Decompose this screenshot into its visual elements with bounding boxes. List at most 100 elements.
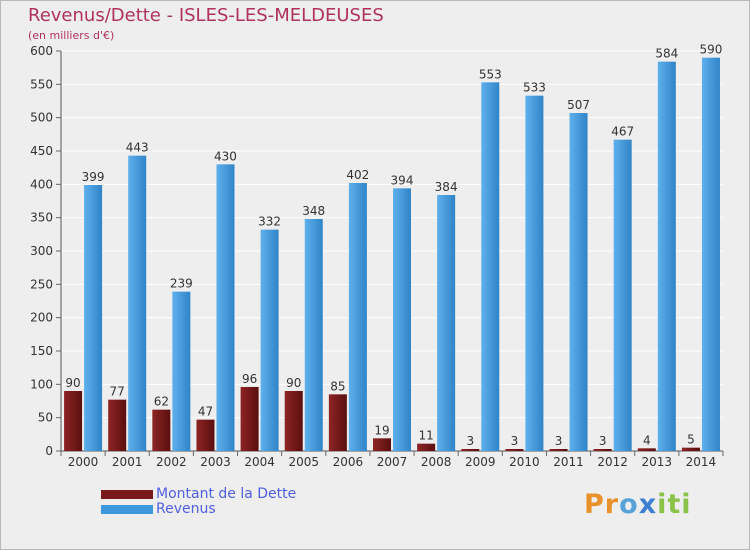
x-tick-label: 2008 — [421, 455, 452, 469]
x-tick-label: 2002 — [156, 455, 187, 469]
data-label-revenus: 467 — [611, 125, 634, 139]
data-label-revenus: 348 — [302, 204, 325, 218]
y-tick-label: 200 — [30, 311, 53, 325]
data-label-dette: 19 — [374, 423, 389, 437]
bar-dette — [461, 449, 480, 451]
data-label-revenus: 239 — [170, 277, 193, 291]
logo-letter: P — [584, 489, 605, 520]
x-tick-label: 2012 — [597, 455, 628, 469]
bar-revenus — [304, 219, 323, 451]
bar-revenus — [613, 139, 632, 451]
data-label-dette: 3 — [511, 434, 519, 448]
bar-dette — [417, 443, 436, 451]
y-tick-label: 550 — [30, 77, 53, 91]
data-label-revenus: 590 — [699, 43, 722, 57]
y-tick-label: 400 — [30, 177, 53, 191]
bar-revenus — [216, 164, 235, 452]
data-label-revenus: 402 — [346, 168, 369, 182]
y-tick-label: 250 — [30, 277, 53, 291]
legend-swatch-revenus — [101, 505, 153, 514]
bar-dette — [637, 448, 656, 451]
data-label-revenus: 584 — [655, 47, 678, 61]
data-label-dette: 62 — [154, 395, 169, 409]
x-tick-label: 2001 — [112, 455, 143, 469]
x-tick-label: 2005 — [288, 455, 319, 469]
bar-revenus — [437, 195, 456, 451]
bar-revenus — [569, 113, 588, 451]
data-label-dette: 96 — [242, 372, 257, 386]
data-label-revenus: 332 — [258, 215, 281, 229]
bar-revenus — [525, 95, 544, 452]
bar-dette — [593, 449, 612, 451]
bar-revenus — [701, 57, 720, 452]
data-label-dette: 3 — [466, 434, 474, 448]
data-label-dette: 47 — [198, 405, 213, 419]
x-tick-label: 2003 — [200, 455, 231, 469]
data-label-dette: 5 — [687, 433, 695, 447]
bar-dette — [328, 394, 347, 451]
bar-dette — [549, 449, 568, 451]
legend-swatch-dette — [101, 490, 153, 499]
data-label-revenus: 553 — [479, 67, 502, 81]
x-tick-label: 2014 — [686, 455, 717, 469]
logo-letter: r — [604, 489, 620, 520]
bar-dette — [196, 419, 215, 451]
bar-dette — [373, 438, 391, 451]
chart-subtitle: (en milliers d'€) — [28, 29, 115, 42]
bar-dette — [284, 391, 303, 451]
y-tick-label: 150 — [30, 344, 53, 358]
x-tick-label: 2010 — [509, 455, 540, 469]
chart-title: Revenus/Dette - ISLES-LES-MELDEUSES — [28, 5, 384, 26]
x-tick-label: 2000 — [68, 455, 99, 469]
bar-revenus — [172, 291, 191, 451]
data-label-dette: 11 — [418, 429, 433, 443]
bar-dette — [152, 409, 171, 451]
data-label-revenus: 394 — [391, 173, 414, 187]
data-label-dette: 3 — [599, 434, 607, 448]
bar-revenus — [657, 61, 676, 452]
y-tick-label: 0 — [45, 444, 53, 458]
x-tick-label: 2009 — [465, 455, 496, 469]
y-tick-label: 350 — [30, 211, 53, 225]
legend-label-revenus: Revenus — [156, 501, 216, 517]
bar-dette — [240, 387, 259, 451]
proxiti-logo: Proxiti — [584, 489, 692, 520]
y-tick-label: 300 — [30, 244, 53, 258]
bar-revenus — [393, 188, 411, 452]
bar-dette — [505, 449, 524, 451]
logo-letter: x — [638, 489, 658, 520]
logo-letter: o — [619, 489, 639, 520]
data-label-revenus: 384 — [435, 180, 458, 194]
y-tick-label: 50 — [38, 411, 53, 425]
y-tick-label: 500 — [30, 111, 53, 125]
y-tick-label: 100 — [30, 377, 53, 391]
x-tick-label: 2013 — [642, 455, 673, 469]
logo-letter: t — [667, 489, 682, 520]
data-label-dette: 3 — [555, 434, 563, 448]
y-tick-label: 450 — [30, 144, 53, 158]
bar-dette — [108, 399, 127, 451]
data-label-dette: 85 — [330, 379, 345, 393]
data-label-revenus: 430 — [214, 149, 237, 163]
data-label-dette: 90 — [286, 376, 301, 390]
bar-revenus — [128, 155, 147, 451]
data-label-revenus: 399 — [82, 170, 105, 184]
y-tick-label: 600 — [30, 44, 53, 58]
bar-dette — [681, 447, 700, 451]
bar-dette — [64, 391, 83, 451]
logo-letter: i — [681, 489, 692, 520]
logo-letter: i — [657, 489, 668, 520]
data-label-dette: 4 — [643, 433, 651, 447]
bar-revenus — [84, 185, 103, 451]
x-tick-label: 2007 — [377, 455, 408, 469]
bar-revenus — [348, 183, 367, 451]
data-label-dette: 77 — [110, 385, 125, 399]
x-tick-label: 2006 — [333, 455, 364, 469]
bar-revenus — [260, 229, 279, 451]
x-tick-label: 2004 — [244, 455, 275, 469]
data-label-revenus: 443 — [126, 141, 149, 155]
legend-label-dette: Montant de la Dette — [156, 486, 297, 502]
data-label-revenus: 533 — [523, 81, 546, 95]
